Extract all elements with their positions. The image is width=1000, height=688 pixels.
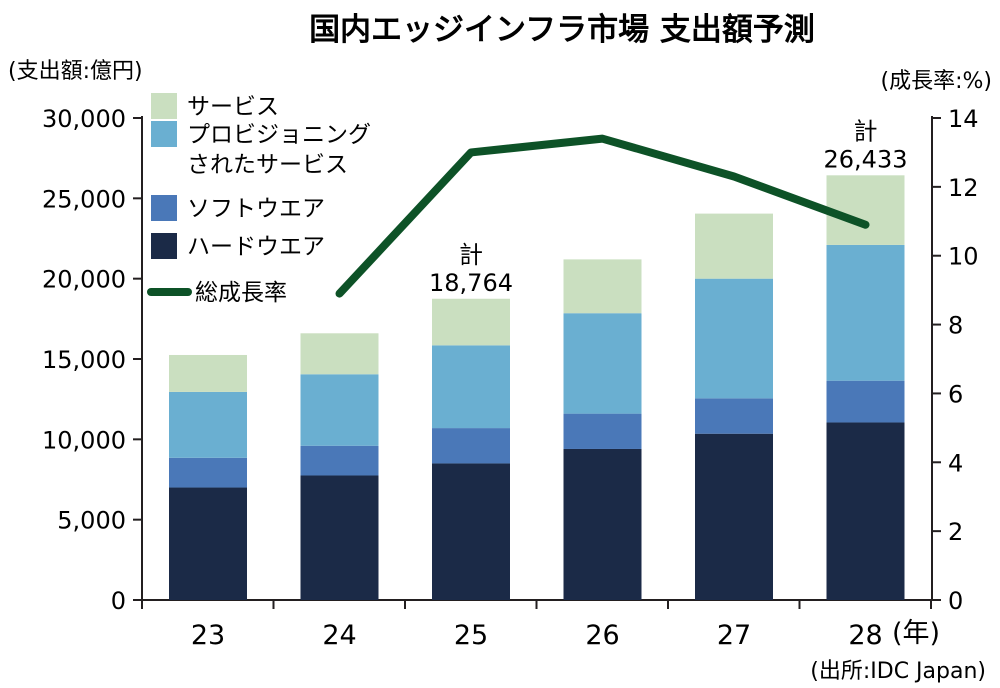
total-value: 18,764 [429, 269, 513, 297]
legend-label: ソフトウエア [187, 196, 325, 222]
bar-segment [826, 422, 905, 600]
total-label: 計 [459, 241, 483, 269]
growth-line [335, 134, 870, 298]
x-axis-unit-label: (年) [892, 618, 940, 649]
y-left-tick-label: 15,000 [42, 346, 126, 374]
y-right-tick-label: 10 [948, 243, 979, 271]
total-value: 26,433 [824, 145, 908, 173]
x-tick-label: 23 [191, 620, 225, 651]
x-tick-label: 28 [848, 620, 882, 651]
total-label: 計 [854, 117, 878, 145]
legend-label: ハードウエア [187, 234, 325, 260]
bar-segment [169, 457, 247, 488]
y-left-axis-label: (支出額:億円) [8, 59, 143, 84]
y-left-tick-label: 30,000 [42, 105, 126, 133]
bar-segment [563, 313, 642, 414]
x-tick-label: 27 [717, 620, 751, 651]
bar-segment [300, 374, 379, 446]
source-note: (出所:IDC Japan) [810, 659, 986, 684]
y-right-tick-label: 2 [948, 518, 963, 546]
bar-segment [826, 244, 905, 381]
y-right-tick-label: 12 [948, 174, 979, 202]
legend-swatch [151, 195, 177, 221]
y-left-tick-label: 0 [111, 587, 126, 615]
bar-segment [169, 391, 247, 458]
legend-swatch [151, 121, 177, 147]
bar-segment [300, 445, 379, 476]
y-left-tick-label: 20,000 [42, 266, 126, 294]
y-left-tick-label: 10,000 [42, 426, 126, 454]
bar-segment [432, 345, 510, 429]
legend-label: サービス [187, 94, 279, 120]
x-tick-label: 24 [322, 620, 356, 651]
bar-segment [563, 448, 642, 600]
plot-area: 05,00010,00015,00020,00025,00030,0000246… [42, 105, 979, 651]
bar-segment [169, 487, 247, 600]
bar-segment [300, 475, 379, 600]
legend-label: 総成長率 [195, 280, 287, 306]
chart-title: 国内エッジインフラ市場 支出額予測 [309, 12, 815, 48]
x-tick-label: 26 [585, 620, 619, 651]
bar-segment [695, 433, 773, 600]
bar-segment [432, 428, 510, 464]
bar-segment [695, 213, 773, 279]
bar-segment [300, 333, 379, 375]
y-right-tick-label: 8 [948, 312, 963, 340]
bar-segment [695, 278, 773, 399]
bar-segment [826, 380, 905, 423]
legend-label: されたサービス [187, 152, 348, 178]
bar-segment [563, 413, 642, 449]
bar-segment [563, 259, 642, 314]
y-left-tick-label: 5,000 [57, 507, 126, 535]
bar-segment [432, 463, 510, 600]
y-right-tick-label: 6 [948, 380, 963, 408]
bar-segment [432, 298, 510, 346]
legend-swatch [151, 233, 177, 259]
bar-segment [826, 175, 905, 245]
bar-segment [169, 354, 247, 392]
y-right-tick-label: 4 [948, 449, 963, 477]
y-right-tick-label: 0 [948, 587, 963, 615]
legend-swatch [151, 93, 177, 119]
bar-segment [695, 398, 773, 434]
y-right-axis-label: (成長率:%) [881, 69, 992, 94]
legend-label: プロビジョニング [187, 122, 371, 148]
y-right-tick-label: 14 [948, 105, 979, 133]
x-tick-label: 25 [454, 620, 488, 651]
y-left-tick-label: 25,000 [42, 185, 126, 213]
